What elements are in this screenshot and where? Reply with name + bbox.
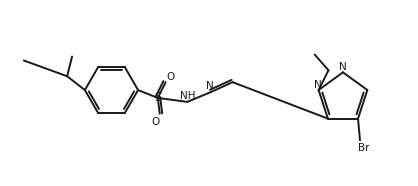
Text: N: N — [206, 81, 214, 91]
Text: Br: Br — [358, 143, 370, 153]
Text: N: N — [314, 80, 321, 90]
Text: NH: NH — [180, 91, 195, 101]
Text: N: N — [339, 62, 347, 72]
Text: O: O — [152, 117, 160, 126]
Text: O: O — [166, 72, 175, 82]
Text: S: S — [154, 92, 161, 104]
